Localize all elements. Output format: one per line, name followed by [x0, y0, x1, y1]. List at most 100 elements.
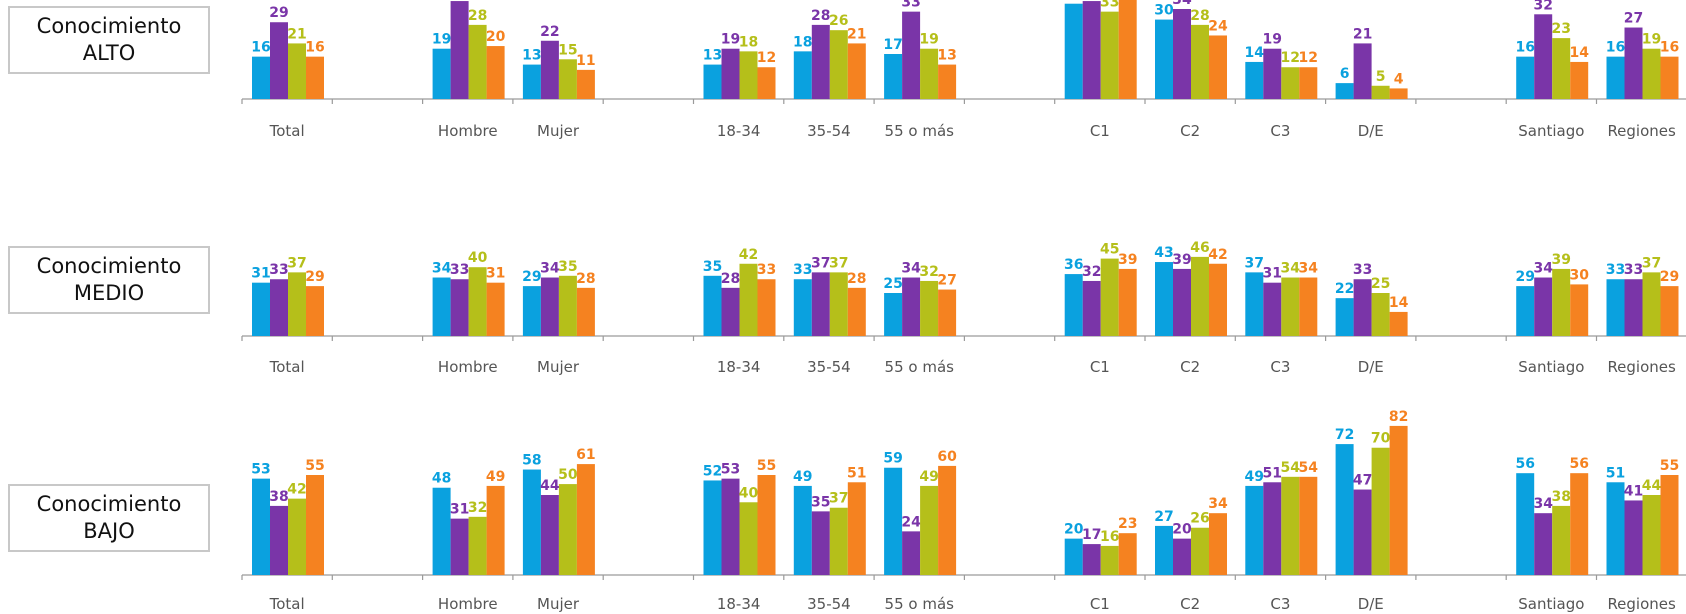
- data-label: 34: [540, 261, 560, 277]
- bar: [1570, 473, 1589, 575]
- data-label: 32: [919, 264, 938, 280]
- data-label: 31: [1263, 266, 1282, 282]
- bar: [721, 287, 740, 336]
- tick-label: Santiago: [1518, 122, 1584, 140]
- tick-label: C1: [1090, 358, 1110, 376]
- bar: [468, 516, 487, 575]
- bar: [450, 518, 469, 575]
- bar: [432, 48, 451, 99]
- bar: [252, 56, 270, 99]
- data-label: 61: [576, 447, 595, 463]
- tick-label: C2: [1180, 595, 1200, 613]
- tick-label: C2: [1180, 122, 1200, 140]
- data-label: 38: [269, 489, 288, 505]
- bar: [1371, 447, 1390, 575]
- bar: [847, 287, 866, 336]
- bar: [1660, 56, 1679, 99]
- bar: [522, 286, 541, 336]
- bar: [1155, 525, 1173, 575]
- bar: [938, 64, 957, 99]
- bar: [920, 280, 939, 336]
- data-label: 29: [269, 5, 288, 21]
- bar: [270, 279, 288, 336]
- bar: [829, 507, 848, 575]
- bar: [450, 279, 469, 336]
- bar: [540, 495, 559, 575]
- data-label: 47: [1353, 473, 1372, 489]
- bar: [1191, 24, 1209, 99]
- data-label: 6: [1340, 66, 1350, 82]
- data-label: 43: [1154, 245, 1173, 261]
- bar: [757, 67, 776, 99]
- bar: [1389, 425, 1408, 575]
- bar: [1245, 272, 1264, 336]
- bar: [1534, 277, 1553, 336]
- data-label: 70: [1371, 431, 1391, 447]
- data-label: 33: [1624, 262, 1643, 278]
- bar: [1263, 482, 1282, 575]
- data-label: 55: [305, 458, 324, 474]
- data-label: 28: [468, 8, 487, 24]
- data-label: 35: [811, 494, 830, 510]
- data-label: 42: [287, 482, 306, 498]
- data-label: 11: [576, 53, 595, 69]
- data-label: 31: [486, 266, 505, 282]
- data-label: 27: [1624, 11, 1643, 27]
- bar: [1100, 545, 1119, 575]
- data-label: 19: [1263, 32, 1282, 48]
- data-label: 14: [1245, 45, 1265, 61]
- data-label: 50: [558, 467, 578, 483]
- data-label: 16: [1100, 529, 1119, 545]
- data-label: 13: [937, 48, 956, 64]
- tick-label: 35-54: [807, 595, 851, 613]
- bar: [1371, 85, 1390, 99]
- data-label: 12: [1299, 50, 1318, 66]
- chart-0: Total16292116Hombre19372820Mujer13221511…: [241, 0, 1686, 140]
- data-label: 26: [1190, 511, 1209, 527]
- data-label: 18: [739, 34, 758, 50]
- data-label: 16: [1515, 40, 1534, 56]
- bar: [1624, 500, 1643, 575]
- bar: [1082, 280, 1101, 336]
- bar: [1516, 56, 1535, 99]
- data-label: 28: [847, 271, 866, 287]
- data-label: 38: [1551, 489, 1570, 505]
- chart-1: Total31333729Hombre34334031Mujer29343528…: [241, 240, 1686, 376]
- tick-label: C2: [1180, 358, 1200, 376]
- data-label: 33: [1353, 262, 1372, 278]
- bar: [432, 487, 451, 575]
- data-label: 34: [901, 261, 921, 277]
- bar: [1552, 38, 1571, 99]
- data-label: 51: [847, 465, 866, 481]
- bar: [1624, 279, 1643, 336]
- row-label-bajo-text: Conocimiento BAJO: [36, 492, 182, 543]
- bar: [468, 24, 487, 99]
- tick-label: Mujer: [537, 358, 580, 376]
- bar: [522, 64, 541, 99]
- data-label: 48: [432, 471, 451, 487]
- data-label: 39: [1172, 252, 1191, 268]
- bar: [721, 48, 740, 99]
- bar: [1516, 473, 1535, 575]
- data-label: 49: [919, 469, 938, 485]
- bar: [811, 24, 830, 99]
- bar: [793, 485, 812, 575]
- bar: [486, 46, 505, 99]
- tick-label: C1: [1090, 595, 1110, 613]
- bar: [1642, 272, 1661, 336]
- data-label: 12: [1281, 50, 1300, 66]
- data-label: 60: [937, 449, 957, 465]
- data-label: 33: [1100, 0, 1119, 11]
- tick-label: Regiones: [1607, 122, 1676, 140]
- bar: [811, 511, 830, 575]
- data-label: 34: [1533, 496, 1553, 512]
- tick-label: C3: [1270, 595, 1290, 613]
- data-label: 29: [1515, 269, 1534, 285]
- bar: [432, 277, 451, 336]
- data-label: 16: [1606, 40, 1625, 56]
- data-label: 44: [1642, 478, 1662, 494]
- data-label: 44: [540, 478, 560, 494]
- data-label: 45: [1100, 242, 1119, 258]
- bar: [739, 502, 758, 575]
